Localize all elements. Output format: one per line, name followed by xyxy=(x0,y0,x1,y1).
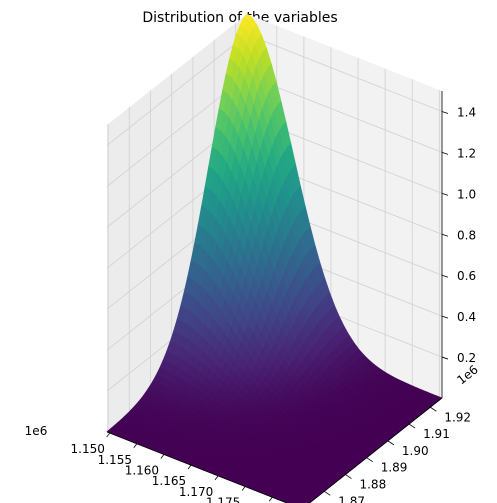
gridline-z-back xyxy=(246,34,443,112)
y-axis-line xyxy=(308,397,443,503)
x-tick-label: 1.170 xyxy=(179,485,213,499)
y-tick xyxy=(324,491,331,496)
y-tick xyxy=(345,474,352,479)
y-tick-label: 1.90 xyxy=(402,444,429,458)
x-tick xyxy=(133,443,138,449)
x-offset-label: 1e6 xyxy=(25,424,48,438)
z-tick xyxy=(441,315,449,319)
z-tick xyxy=(441,274,449,278)
y-tick-label: 1.91 xyxy=(423,427,450,441)
z-tick-label: 1.2 xyxy=(457,146,476,160)
z-tick-label: 1.4 xyxy=(457,105,476,119)
z-tick xyxy=(441,233,449,237)
x-tick-label: 1.150 xyxy=(71,442,105,456)
y-tick-label: 1.89 xyxy=(381,461,408,475)
x-tick xyxy=(106,432,111,438)
x-tick-label: 1.175 xyxy=(206,496,240,503)
gridline-z-left xyxy=(106,34,248,146)
y-tick xyxy=(387,440,395,446)
axis-lines xyxy=(106,91,443,503)
chart-title: Distribution of the variables xyxy=(142,10,337,26)
z-tick xyxy=(441,111,449,114)
y-tick xyxy=(408,423,416,429)
tick-labels: 1.1501.1551.1601.1651.1701.1751.1801.185… xyxy=(25,105,481,503)
x-tick-label: 1.160 xyxy=(125,463,159,477)
surface-plot xyxy=(106,13,443,503)
x-tick-label: 1.155 xyxy=(98,453,132,467)
z-tick-label: 1.0 xyxy=(457,187,476,201)
y-tick-label: 1.88 xyxy=(359,478,386,492)
tick-marks xyxy=(106,111,449,502)
x-tick-label: 1.165 xyxy=(152,474,186,488)
x-tick xyxy=(160,454,165,459)
x-tick xyxy=(268,496,273,502)
x-axis-line xyxy=(106,431,288,503)
x-tick xyxy=(187,464,192,470)
y-tick xyxy=(366,457,373,463)
x-tick xyxy=(241,486,246,491)
z-tick-label: 0.8 xyxy=(457,228,476,242)
y-tick-label: 1.87 xyxy=(338,494,365,503)
y-tick xyxy=(430,406,437,412)
z-tick-label: 0.4 xyxy=(457,310,476,324)
z-tick xyxy=(441,152,449,155)
z-tick-label: 0.6 xyxy=(457,269,476,283)
y-tick-label: 1.92 xyxy=(444,410,471,424)
z-tick xyxy=(441,192,449,196)
z-tick-label: 0.2 xyxy=(457,351,476,365)
gridline-z-back xyxy=(246,75,443,153)
x-tick xyxy=(214,475,219,481)
z-tick xyxy=(441,356,449,360)
y-offset-label: 1e6 xyxy=(454,362,480,387)
